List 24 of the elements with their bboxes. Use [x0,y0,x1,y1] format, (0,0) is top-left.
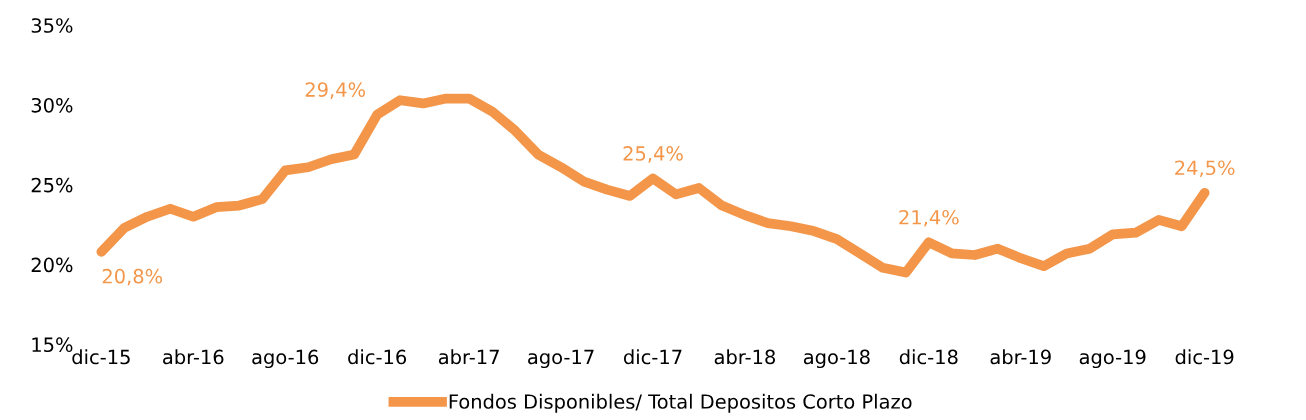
x-tick-label: abr-16 [163,349,224,365]
x-tick-label: ago-16 [252,349,319,369]
legend-label: Fondos Disponibles/ Total Depositos Corto Plazo [449,393,912,413]
y-tick-label: 35% [31,18,73,33]
x-tick-label: dic-17 [623,349,682,365]
x-tick-label: abr-19 [990,349,1051,365]
y-tick-label: 30% [31,97,73,113]
y-tick-label: 25% [31,177,73,193]
x-tick-label: ago-18 [803,349,870,369]
x-tick-label: dic-18 [899,349,958,365]
y-tick-label: 20% [31,257,73,273]
data-label: 21,4% [899,209,959,227]
data-label: 29,4% [305,82,365,99]
x-tick-label: dic-15 [72,349,130,365]
x-tick-label: ago-19 [1079,349,1146,369]
y-tick-label: 15% [32,337,73,353]
data-label: 25,4% [623,146,683,163]
x-tick-label: dic-19 [1175,349,1234,365]
x-tick-label: abr-17 [438,349,499,365]
x-tick-label: dic-16 [348,349,407,365]
x-tick-label: abr-18 [714,349,775,365]
data-label: 20,8% [102,268,163,286]
data-label: 24,5% [1175,160,1235,178]
x-tick-label: ago-17 [528,349,594,369]
